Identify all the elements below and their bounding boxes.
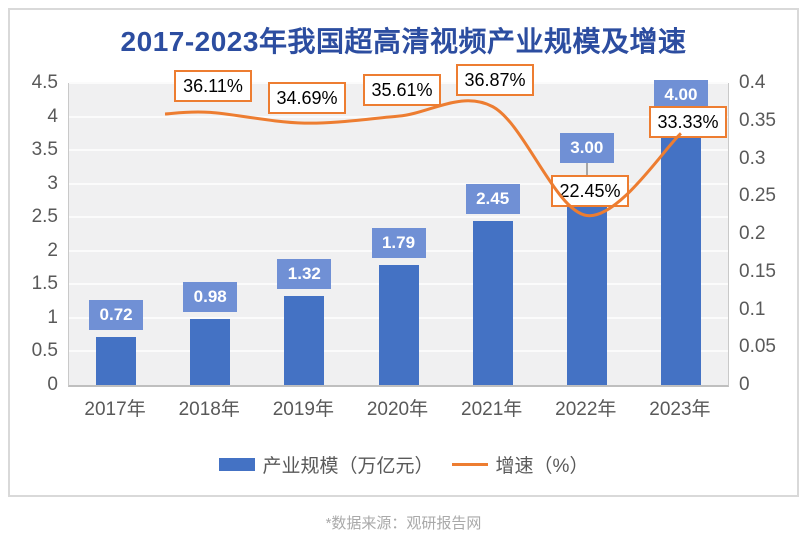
left-axis-tick: 3.5 bbox=[31, 139, 58, 161]
growth-rate-label: 33.33% bbox=[649, 106, 727, 138]
right-axis-tick: 0.25 bbox=[739, 185, 776, 207]
x-axis: 2017年 2018年 2019年 2020年 2021年 2022年 2023年 bbox=[68, 394, 727, 420]
left-axis-tick: 4 bbox=[47, 105, 58, 127]
left-axis-tick: 2.5 bbox=[31, 206, 58, 228]
legend-item-growth: 增速（%） bbox=[451, 451, 589, 478]
left-axis-tick: 1.5 bbox=[31, 273, 58, 295]
chart-title: 2017-2023年我国超高清视频产业规模及增速 bbox=[120, 26, 687, 57]
line-swatch-icon bbox=[451, 463, 488, 466]
left-axis-tick: 3 bbox=[47, 172, 58, 194]
right-axis-tick: 0.4 bbox=[739, 72, 766, 93]
bar-2020年 bbox=[378, 264, 419, 385]
left-axis: 0 0.5 1 1.5 2 2.5 3 3.5 4 4.5 bbox=[10, 72, 58, 395]
x-axis-tick: 2022年 bbox=[555, 399, 617, 420]
x-axis-tick: 2019年 bbox=[272, 399, 334, 420]
bar-2023年 bbox=[660, 116, 701, 385]
growth-rate-label: 36.11% bbox=[174, 70, 252, 102]
growth-rate-label: 22.45% bbox=[551, 175, 629, 207]
left-axis-tick: 4.5 bbox=[31, 72, 58, 93]
right-axis-tick: 0.2 bbox=[739, 223, 766, 244]
bar-value-label: 0.98 bbox=[183, 282, 238, 313]
right-axis-tick: 0.15 bbox=[739, 260, 776, 282]
legend-label: 增速（%） bbox=[495, 456, 589, 477]
left-axis-tick: 2 bbox=[47, 239, 58, 261]
growth-rate-label: 36.87% bbox=[456, 64, 534, 96]
bar-value-label: 3.00 bbox=[559, 132, 614, 163]
x-axis-tick: 2023年 bbox=[649, 399, 711, 420]
bar-swatch-icon bbox=[218, 458, 255, 471]
right-axis-tick: 0 bbox=[739, 374, 750, 395]
legend-label: 产业规模（万亿元） bbox=[262, 456, 434, 477]
legend: 产业规模（万亿元） 增速（%） bbox=[10, 451, 797, 478]
x-axis-tick: 2017年 bbox=[84, 399, 146, 420]
right-axis-tick: 0.1 bbox=[739, 298, 766, 320]
right-axis-tick: 0.05 bbox=[739, 336, 776, 358]
left-axis-tick: 0 bbox=[47, 374, 58, 395]
left-axis-tick: 0.5 bbox=[31, 340, 58, 362]
x-axis-tick: 2021年 bbox=[461, 399, 523, 420]
bar-2017年 bbox=[96, 336, 137, 385]
bar-value-label: 2.45 bbox=[465, 183, 520, 214]
legend-item-scale: 产业规模（万亿元） bbox=[218, 451, 434, 478]
bar-2019年 bbox=[284, 296, 325, 385]
bar-2018年 bbox=[190, 319, 231, 385]
growth-rate-label: 35.61% bbox=[363, 74, 441, 106]
bar-value-label: 1.79 bbox=[371, 227, 426, 258]
gridline bbox=[69, 149, 728, 152]
plot-area: 0.72 0.98 1.32 1.79 2.45 3.00 4.00 36.11% 34.69%… bbox=[68, 64, 729, 387]
right-axis-tick: 0.3 bbox=[739, 147, 766, 169]
gridline bbox=[69, 115, 728, 118]
bar-2022年 bbox=[566, 183, 607, 385]
source-note: *数据来源：观研报告网 bbox=[325, 515, 482, 532]
left-axis-tick: 1 bbox=[47, 306, 58, 328]
right-axis: 0 0.05 0.1 0.15 0.2 0.25 0.3 0.35 0.4 bbox=[739, 72, 799, 395]
chart-container: 2017-2023年我国超高清视频产业规模及增速 0 0.5 1 1.5 2 2.5 3 3.… bbox=[8, 8, 799, 497]
bar-value-label: 0.72 bbox=[89, 299, 144, 330]
x-axis-tick: 2020年 bbox=[366, 399, 429, 420]
right-axis-tick: 0.35 bbox=[739, 109, 776, 131]
bar-value-label: 1.32 bbox=[277, 259, 332, 290]
x-axis-tick: 2018年 bbox=[178, 399, 240, 420]
growth-rate-label: 34.69% bbox=[268, 82, 346, 114]
gridline bbox=[69, 216, 728, 219]
bar-2021年 bbox=[472, 220, 513, 385]
gridline bbox=[69, 182, 728, 185]
